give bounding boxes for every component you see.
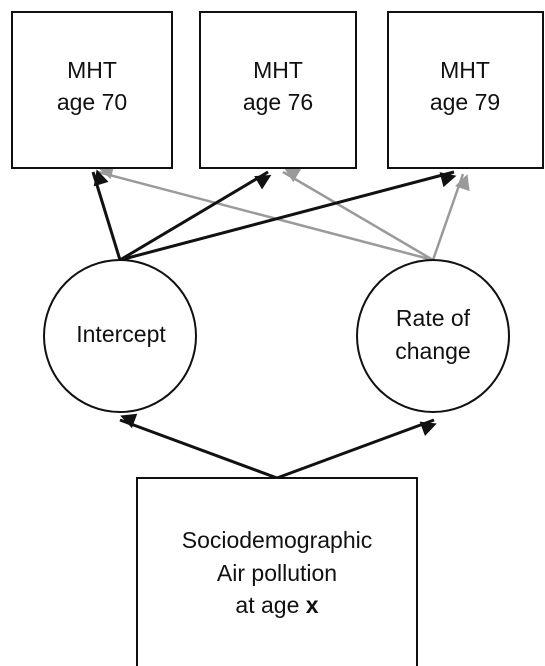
label: Air pollution xyxy=(217,560,337,586)
label-bold: x xyxy=(306,592,319,618)
outcome-box: MHT age 70 xyxy=(11,11,173,169)
arrow xyxy=(119,170,272,262)
label-text: at age xyxy=(235,592,305,618)
label: MHT xyxy=(67,57,117,83)
label: Rate of xyxy=(396,305,471,331)
label: age 70 xyxy=(57,89,127,115)
predictor-box: Sociodemographic Air pollution at age x xyxy=(136,477,418,666)
arrow xyxy=(431,173,470,261)
label: Intercept xyxy=(76,321,166,347)
predictor-arrows xyxy=(119,413,437,480)
label: at age x xyxy=(235,592,318,618)
arrow xyxy=(282,167,434,262)
label: age 79 xyxy=(430,89,500,115)
label: Sociodemographic xyxy=(182,527,373,553)
circle xyxy=(356,259,510,413)
label: MHT xyxy=(440,57,490,83)
label: change xyxy=(395,338,470,364)
arrow xyxy=(276,418,437,480)
box xyxy=(11,11,173,169)
outcome-box: MHT age 76 xyxy=(199,11,357,169)
box xyxy=(199,11,357,169)
intercept-arrows xyxy=(91,169,457,262)
arrow xyxy=(119,413,278,480)
arrow xyxy=(119,170,457,262)
circle xyxy=(43,259,197,413)
box xyxy=(387,11,544,169)
box xyxy=(136,477,418,666)
arrow xyxy=(91,169,122,261)
outcome-box: MHT age 79 xyxy=(387,11,544,169)
label: age 76 xyxy=(243,89,313,115)
rate-arrows xyxy=(97,164,470,262)
intercept-node: Intercept xyxy=(43,259,197,413)
rate-node: Rate of change xyxy=(356,259,510,413)
arrow xyxy=(97,164,434,262)
label: MHT xyxy=(253,57,303,83)
